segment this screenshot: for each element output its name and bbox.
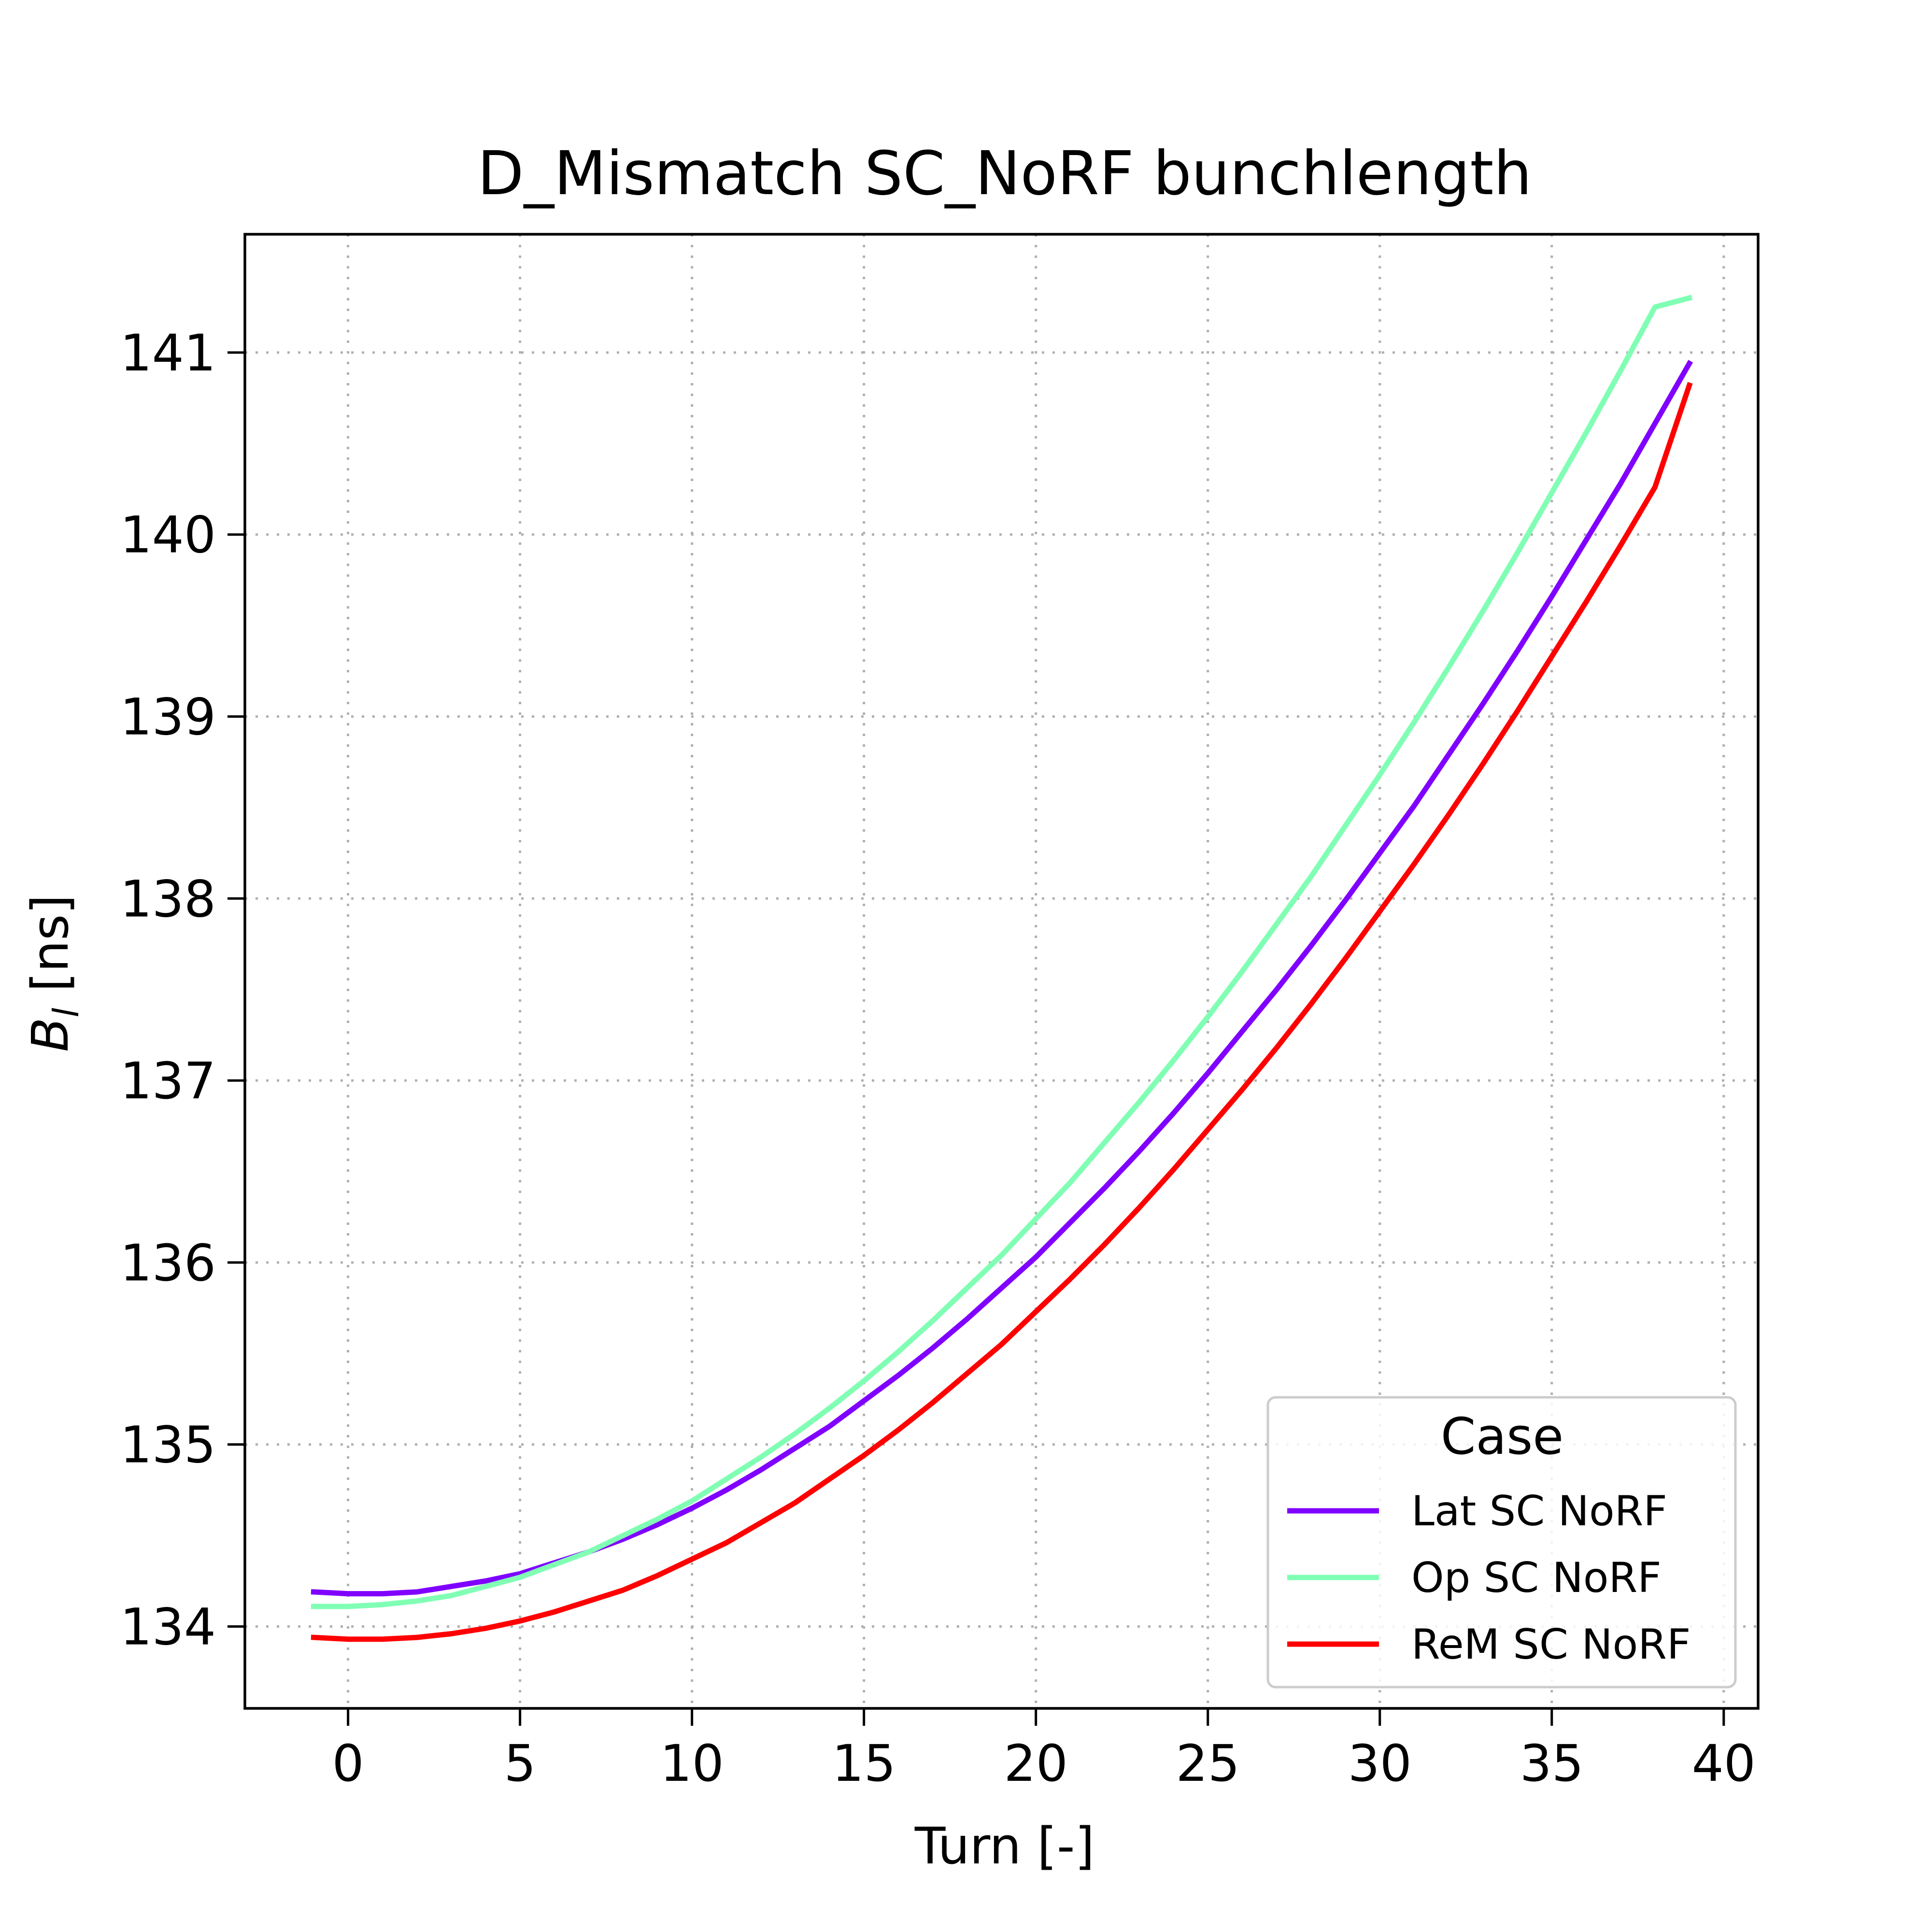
y-tick-label: 138 — [120, 869, 216, 928]
y-tick-label: 139 — [120, 687, 216, 746]
chart-title: D_Mismatch SC_NoRF bunchlength — [477, 139, 1532, 209]
series-line-3 — [311, 382, 1693, 1642]
plot-frame — [243, 233, 1760, 1710]
x-axis-label: Turn [-] — [914, 1817, 1094, 1875]
x-tick-label: 5 — [504, 1734, 536, 1793]
legend-entry: Lat SC NoRF — [1287, 1487, 1667, 1535]
legend-label: Lat SC NoRF — [1411, 1487, 1667, 1535]
legend: Case Lat SC NoRF Op SC NoRF ReM SC NoRF — [1266, 1396, 1737, 1689]
x-tick-label: 0 — [332, 1734, 364, 1793]
legend-entry: ReM SC NoRF — [1287, 1620, 1690, 1669]
grid — [245, 234, 1758, 1708]
legend-box — [1266, 1396, 1737, 1689]
y-tick-label: 140 — [120, 506, 216, 565]
legend-entries: Lat SC NoRF Op SC NoRF ReM SC NoRF — [1287, 1487, 1690, 1669]
legend-label: ReM SC NoRF — [1411, 1620, 1690, 1669]
y-axis-label-symbol: B — [21, 1017, 80, 1051]
series-lines — [311, 295, 1693, 1642]
y-tick-label: 141 — [120, 324, 216, 383]
x-tick-label: 20 — [1004, 1734, 1068, 1793]
x-tick-label: 25 — [1176, 1734, 1240, 1793]
y-tick-label: 134 — [120, 1597, 216, 1656]
legend-title: Case — [1441, 1407, 1564, 1466]
x-tick-label: 30 — [1348, 1734, 1412, 1793]
legend-label: Op SC NoRF — [1411, 1554, 1662, 1602]
x-tick-label: 40 — [1692, 1734, 1756, 1793]
y-axis-label-units: [ns] — [21, 895, 80, 1008]
series-line-2 — [311, 295, 1693, 1609]
x-tick-label: 35 — [1520, 1734, 1584, 1793]
y-tick-label: 135 — [120, 1416, 216, 1475]
x-tick-label: 15 — [832, 1734, 896, 1793]
x-tick-label: 10 — [660, 1734, 724, 1793]
axis-ticks: 0 5 10 15 20 25 30 35 40 134 135 136 137 138 139 140 141 — [120, 324, 1755, 1793]
y-axis-label: Bl [ns] — [21, 895, 86, 1052]
legend-entry: Op SC NoRF — [1287, 1554, 1662, 1602]
y-axis-label-subscript: l — [46, 1008, 86, 1017]
y-tick-label: 136 — [120, 1234, 216, 1293]
y-tick-label: 137 — [120, 1051, 216, 1110]
